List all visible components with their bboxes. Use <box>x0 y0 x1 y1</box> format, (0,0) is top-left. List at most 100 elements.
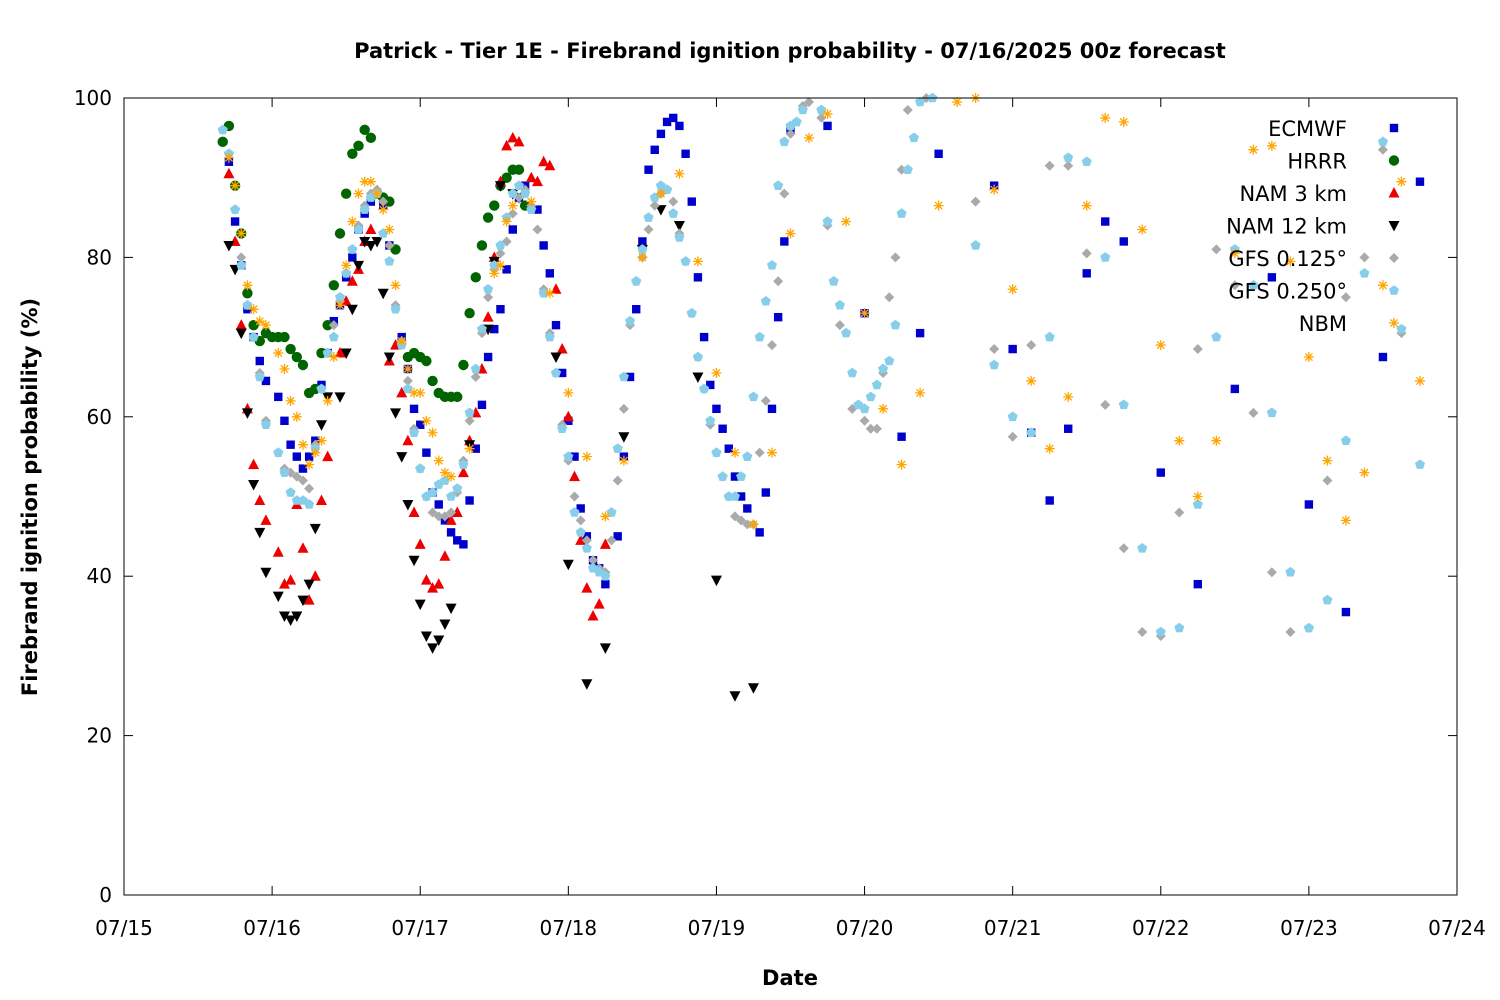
data-point <box>322 395 333 406</box>
data-point <box>260 320 271 331</box>
data-point <box>841 327 852 338</box>
data-point <box>482 311 494 322</box>
data-point <box>315 420 327 431</box>
data-point <box>297 439 308 450</box>
legend-marker <box>1388 221 1400 232</box>
data-point <box>550 283 562 294</box>
data-point <box>513 180 524 190</box>
data-point <box>699 332 709 342</box>
data-point <box>242 280 253 291</box>
data-point <box>285 395 296 406</box>
legend-marker <box>1389 253 1399 263</box>
data-point <box>292 452 301 461</box>
data-point <box>779 188 790 199</box>
data-point <box>668 208 679 218</box>
data-point <box>297 595 309 607</box>
data-point <box>791 116 802 127</box>
data-point <box>1414 375 1425 386</box>
data-point <box>409 404 419 414</box>
data-point <box>377 288 389 300</box>
data-point <box>261 376 271 386</box>
data-point <box>490 324 499 334</box>
data-point <box>841 216 852 227</box>
x-tick-label: 07/17 <box>391 916 449 940</box>
data-point <box>1044 331 1055 342</box>
data-point <box>347 216 358 227</box>
data-point <box>674 168 685 179</box>
data-point <box>662 117 672 127</box>
data-point <box>507 188 518 198</box>
data-point <box>544 331 555 342</box>
data-point <box>822 108 833 119</box>
data-point <box>650 145 659 155</box>
data-point <box>328 352 339 363</box>
data-point <box>402 363 413 374</box>
data-point <box>439 511 450 522</box>
data-point <box>729 491 740 501</box>
data-point <box>340 188 352 199</box>
data-point <box>989 344 1000 355</box>
data-point <box>402 499 414 511</box>
data-point <box>693 273 703 282</box>
data-point <box>686 307 697 318</box>
data-point <box>304 452 314 461</box>
data-point <box>531 175 543 187</box>
legend-marker <box>1389 318 1399 328</box>
data-point <box>575 515 586 526</box>
data-point <box>1174 435 1185 446</box>
data-point <box>427 507 438 518</box>
data-point <box>328 320 339 331</box>
data-point <box>439 475 450 485</box>
data-point <box>1007 431 1018 442</box>
data-point <box>334 291 346 302</box>
data-point <box>532 224 543 235</box>
data-point <box>834 320 845 331</box>
data-point <box>285 343 296 355</box>
data-point <box>291 351 302 363</box>
data-point <box>785 228 796 239</box>
data-point <box>482 212 494 223</box>
data-point <box>494 181 506 192</box>
data-point <box>278 611 290 623</box>
data-point <box>525 171 537 183</box>
data-point <box>1229 280 1240 291</box>
data-point <box>502 265 511 274</box>
data-point <box>613 532 622 541</box>
data-point <box>507 131 519 143</box>
data-point <box>286 440 295 449</box>
legend-label: HRRR <box>1287 150 1347 174</box>
data-point <box>562 559 574 571</box>
data-point <box>1340 292 1351 303</box>
data-point <box>908 132 919 143</box>
data-point <box>274 392 283 402</box>
data-point <box>273 348 284 359</box>
data-point <box>1063 160 1074 171</box>
data-point <box>1155 626 1166 637</box>
data-point <box>1100 112 1111 123</box>
data-point <box>420 631 432 642</box>
x-tick-label: 07/21 <box>984 916 1042 940</box>
data-point <box>970 240 981 250</box>
data-point <box>761 488 771 497</box>
data-point <box>495 248 506 259</box>
data-point <box>242 288 253 299</box>
data-point <box>315 494 327 505</box>
data-point <box>223 152 234 163</box>
data-point <box>606 535 617 546</box>
data-point <box>1026 375 1037 386</box>
data-point <box>272 546 284 557</box>
data-point <box>496 305 505 314</box>
data-point <box>1211 244 1222 255</box>
x-tick-label: 07/23 <box>1280 916 1338 940</box>
data-point <box>533 205 542 214</box>
data-point <box>754 447 765 458</box>
data-point <box>347 244 358 254</box>
data-point <box>297 542 309 553</box>
data-point <box>865 423 876 434</box>
data-point <box>718 424 727 433</box>
data-point <box>1377 136 1388 147</box>
data-point <box>1211 435 1222 446</box>
data-point <box>451 506 463 517</box>
data-point <box>699 383 710 394</box>
data-point <box>1174 622 1185 633</box>
